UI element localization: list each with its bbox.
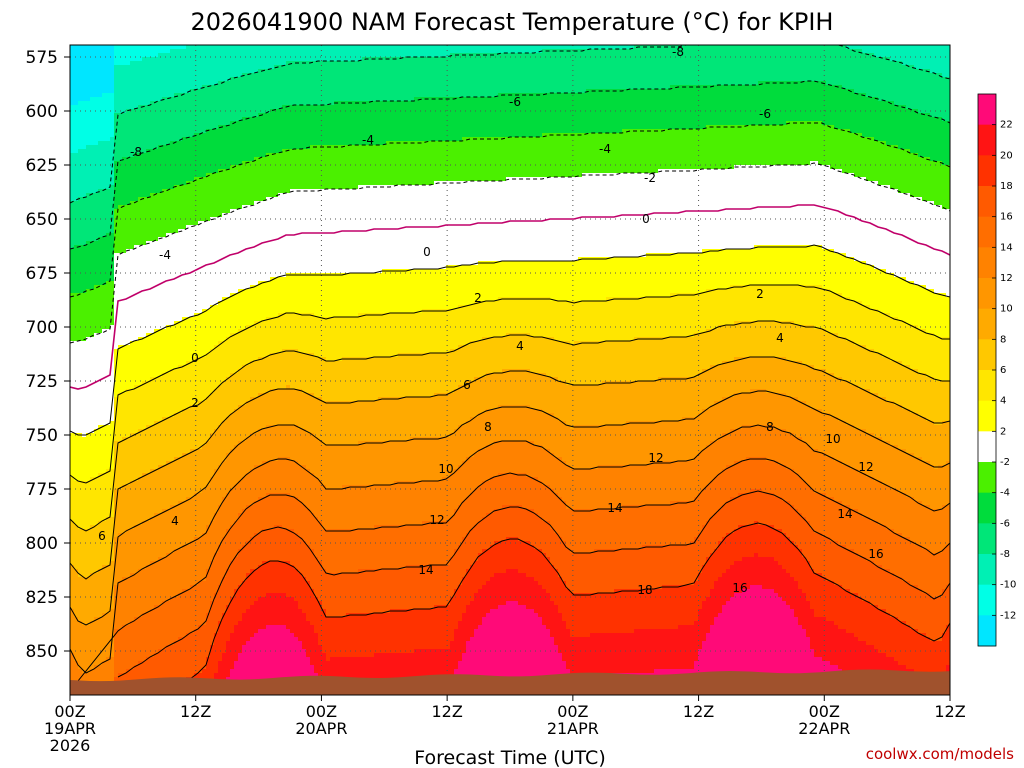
contour-label: 12 <box>858 460 873 474</box>
contour-label: 12 <box>429 513 444 527</box>
contour-label: 16 <box>868 547 883 561</box>
y-axis: 575 600 625 650 675 700 725 750 775 800 825 850 <box>26 48 70 662</box>
y-tick-label: 650 <box>26 210 58 230</box>
y-tick-label: 700 <box>26 318 58 338</box>
y-tick-label: 725 <box>26 372 58 392</box>
colorbar: 22 20 18 16 14 12 10 8 6 4 2 -2 -4 -6 -8 -10 -12 <box>978 94 1016 646</box>
colorbar-label: -2 <box>1000 457 1010 468</box>
contour-label: 14 <box>418 563 433 577</box>
contour-label: 18 <box>637 583 652 597</box>
colorbar-swatch <box>978 493 996 524</box>
colorbar-label: 4 <box>1000 396 1006 407</box>
contour-label: 12 <box>648 451 663 465</box>
y-tick-label: 775 <box>26 480 58 500</box>
y-tick-label: 600 <box>26 102 58 122</box>
y-tick-label: 850 <box>26 642 58 662</box>
x-tick-date: 20APR <box>295 719 347 738</box>
colorbar-swatch <box>978 401 996 432</box>
contour-label: -8 <box>672 45 684 59</box>
chart-svg: 2026041900 NAM Forecast Temperature (°C)… <box>0 0 1024 768</box>
colorbar-swatch <box>978 585 996 616</box>
contour-label: 14 <box>607 501 622 515</box>
colorbar-swatch <box>978 339 996 370</box>
contour-label: 8 <box>484 420 492 434</box>
colorbar-swatch <box>978 462 996 493</box>
colorbar-label: 16 <box>1000 212 1013 223</box>
contour-label: -6 <box>509 95 521 109</box>
contour-label: 0 <box>642 212 650 226</box>
y-tick-label: 675 <box>26 264 58 284</box>
contour-label: 6 <box>98 529 106 543</box>
contour-label: 16 <box>732 581 747 595</box>
y-tick-label: 800 <box>26 534 58 554</box>
x-tick-label: 12Z <box>683 702 714 721</box>
colorbar-label: 18 <box>1000 181 1013 192</box>
contour-label: -4 <box>599 142 611 156</box>
colorbar-label: 12 <box>1000 273 1013 284</box>
x-axis-label: Forecast Time (UTC) <box>414 747 605 768</box>
y-tick-label: 575 <box>26 48 58 68</box>
x-tick-date: 22APR <box>798 719 850 738</box>
colorbar-swatch <box>978 278 996 309</box>
x-tick-year: 2026 <box>50 736 91 755</box>
contour-label: 0 <box>191 351 199 365</box>
colorbar-swatch <box>978 615 996 646</box>
colorbar-label: -6 <box>1000 518 1010 529</box>
colorbar-swatch <box>978 217 996 248</box>
x-tick-date: 21APR <box>547 719 599 738</box>
colorbar-label: 10 <box>1000 304 1013 315</box>
colorbar-swatch <box>978 125 996 156</box>
colorbar-swatch <box>978 155 996 186</box>
contour-label: -2 <box>644 171 656 185</box>
colorbar-label: 8 <box>1000 334 1006 345</box>
colorbar-swatch <box>978 370 996 401</box>
colorbar-swatch <box>978 94 996 125</box>
contour-label: 4 <box>171 514 179 528</box>
contour-label: 2 <box>474 291 482 305</box>
contour-label: -4 <box>159 248 171 262</box>
colorbar-label: 22 <box>1000 120 1013 131</box>
contour-label: 10 <box>825 432 840 446</box>
credit-text: coolwx.com/models <box>866 745 1014 763</box>
colorbar-swatch <box>978 554 996 585</box>
contour-label: 8 <box>766 420 774 434</box>
colorbar-label: 2 <box>1000 426 1006 437</box>
colorbar-swatch <box>978 523 996 554</box>
forecast-chart: 2026041900 NAM Forecast Temperature (°C)… <box>0 0 1024 768</box>
colorbar-swatch <box>978 309 996 340</box>
colorbar-swatch <box>978 247 996 278</box>
colorbar-label: -4 <box>1000 488 1010 499</box>
contour-label: -6 <box>759 107 771 121</box>
contour-label: 2 <box>191 396 199 410</box>
contour-label: -4 <box>362 133 374 147</box>
colorbar-label: -8 <box>1000 549 1010 560</box>
colorbar-label: -10 <box>1000 580 1016 591</box>
contour-label: 4 <box>776 331 784 345</box>
x-tick-label: 12Z <box>431 702 462 721</box>
colorbar-swatch <box>978 186 996 217</box>
y-tick-label: 625 <box>26 156 58 176</box>
colorbar-label: 20 <box>1000 150 1013 161</box>
y-tick-label: 825 <box>26 588 58 608</box>
colorbar-swatch <box>978 431 996 462</box>
contour-label: 4 <box>516 339 524 353</box>
contour-label: 2 <box>756 287 764 301</box>
y-tick-label: 750 <box>26 426 58 446</box>
contour-label: 6 <box>463 378 471 392</box>
x-tick-label: 12Z <box>934 702 965 721</box>
x-tick-label: 12Z <box>180 702 211 721</box>
contour-label: 0 <box>423 245 431 259</box>
contour-label: -8 <box>130 145 142 159</box>
colorbar-label: 14 <box>1000 242 1013 253</box>
contour-label: 10 <box>438 462 453 476</box>
chart-title: 2026041900 NAM Forecast Temperature (°C)… <box>191 8 834 36</box>
colorbar-label: 6 <box>1000 365 1006 376</box>
contour-label: 14 <box>837 507 852 521</box>
colorbar-label: -12 <box>1000 610 1016 621</box>
